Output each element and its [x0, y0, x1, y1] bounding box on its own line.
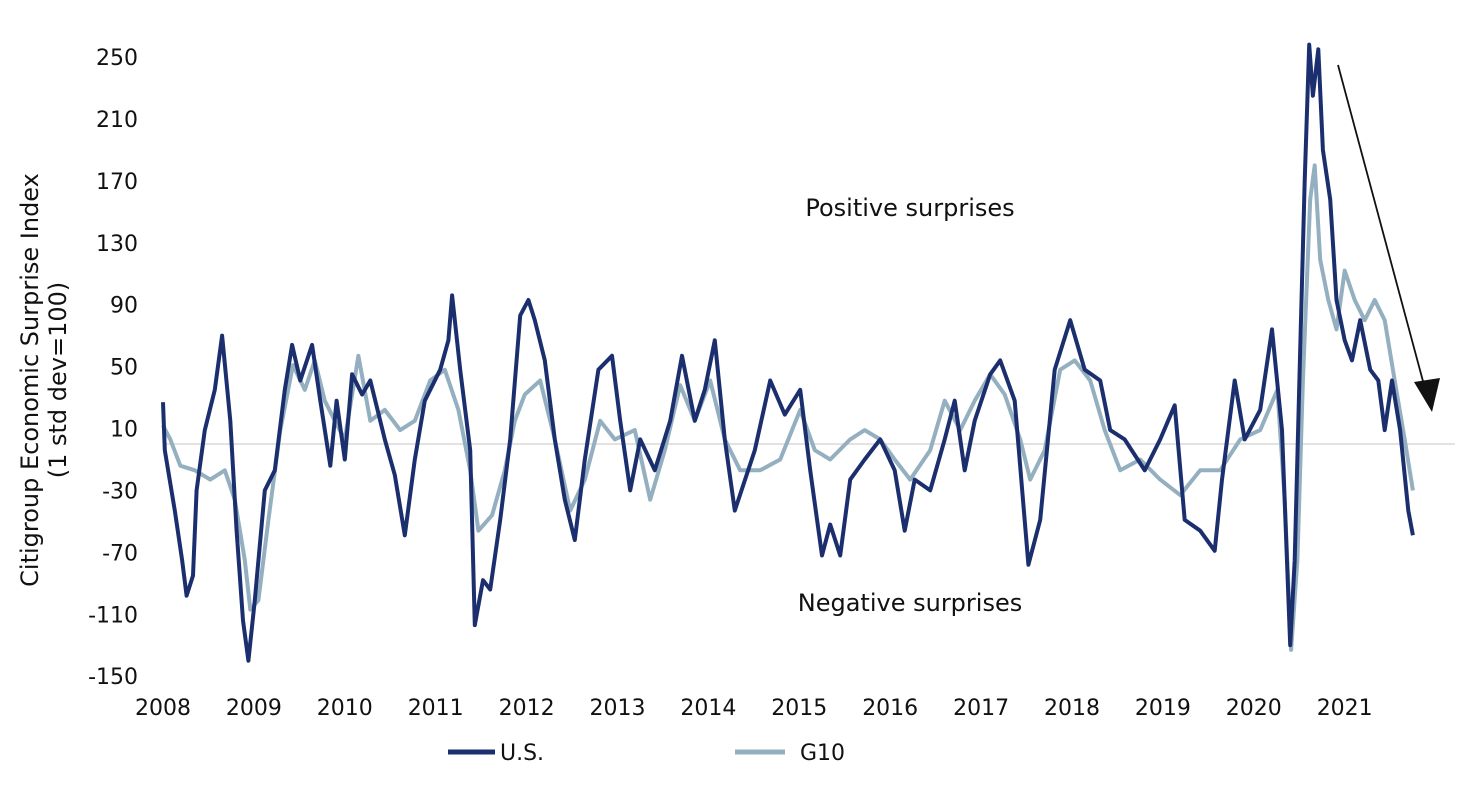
x-tick-label: 2021 — [1317, 696, 1373, 721]
y-tick-label: -150 — [88, 665, 138, 690]
x-tick-label: 2017 — [953, 696, 1009, 721]
x-tick-label: 2012 — [499, 696, 555, 721]
svg-text:U.S.: U.S. — [500, 741, 544, 766]
svg-text:G10: G10 — [800, 741, 845, 766]
x-tick-label: 2014 — [680, 696, 736, 721]
y-tick-label: -30 — [102, 479, 138, 504]
y-axis-label: Citigroup Economic Surprise Index — [16, 173, 44, 587]
legend-item-us: U.S. — [448, 741, 544, 766]
y-axis-ticks: 250 210 170 130 90 50 10 -30 -70 -110 -150 — [88, 46, 138, 690]
x-tick-label: 2008 — [135, 696, 191, 721]
x-tick-label: 2019 — [1135, 696, 1191, 721]
x-tick-label: 2020 — [1226, 696, 1282, 721]
x-axis-ticks: 2008 2009 2010 2011 2012 2013 2014 2015 2016 2017… — [135, 696, 1373, 721]
y-tick-label: 250 — [96, 46, 138, 71]
y-tick-label: 130 — [96, 232, 138, 257]
y-tick-label: 170 — [96, 170, 138, 195]
x-tick-label: 2011 — [408, 696, 464, 721]
y-tick-label: 10 — [110, 418, 138, 443]
x-tick-label: 2018 — [1044, 696, 1100, 721]
annotation-positive: Positive surprises — [805, 194, 1014, 222]
y-axis-sublabel: (1 std dev=100) — [44, 282, 72, 479]
y-tick-label: -70 — [102, 541, 138, 566]
x-tick-label: 2013 — [590, 696, 646, 721]
annotation-negative: Negative surprises — [798, 589, 1022, 617]
x-tick-label: 2010 — [317, 696, 373, 721]
y-tick-label: 90 — [110, 294, 138, 319]
series-line-us — [161, 42, 1415, 663]
y-tick-label: -110 — [88, 603, 138, 628]
y-tick-label: 50 — [110, 356, 138, 381]
x-tick-label: 2016 — [862, 696, 918, 721]
legend-item-g10: G10 — [735, 741, 845, 766]
series-lines — [161, 42, 1415, 663]
x-tick-label: 2015 — [771, 696, 827, 721]
legend: U.S. G10 — [448, 741, 845, 766]
x-tick-label: 2009 — [226, 696, 282, 721]
y-tick-label: 210 — [96, 108, 138, 133]
trend-arrow — [1337, 64, 1440, 412]
